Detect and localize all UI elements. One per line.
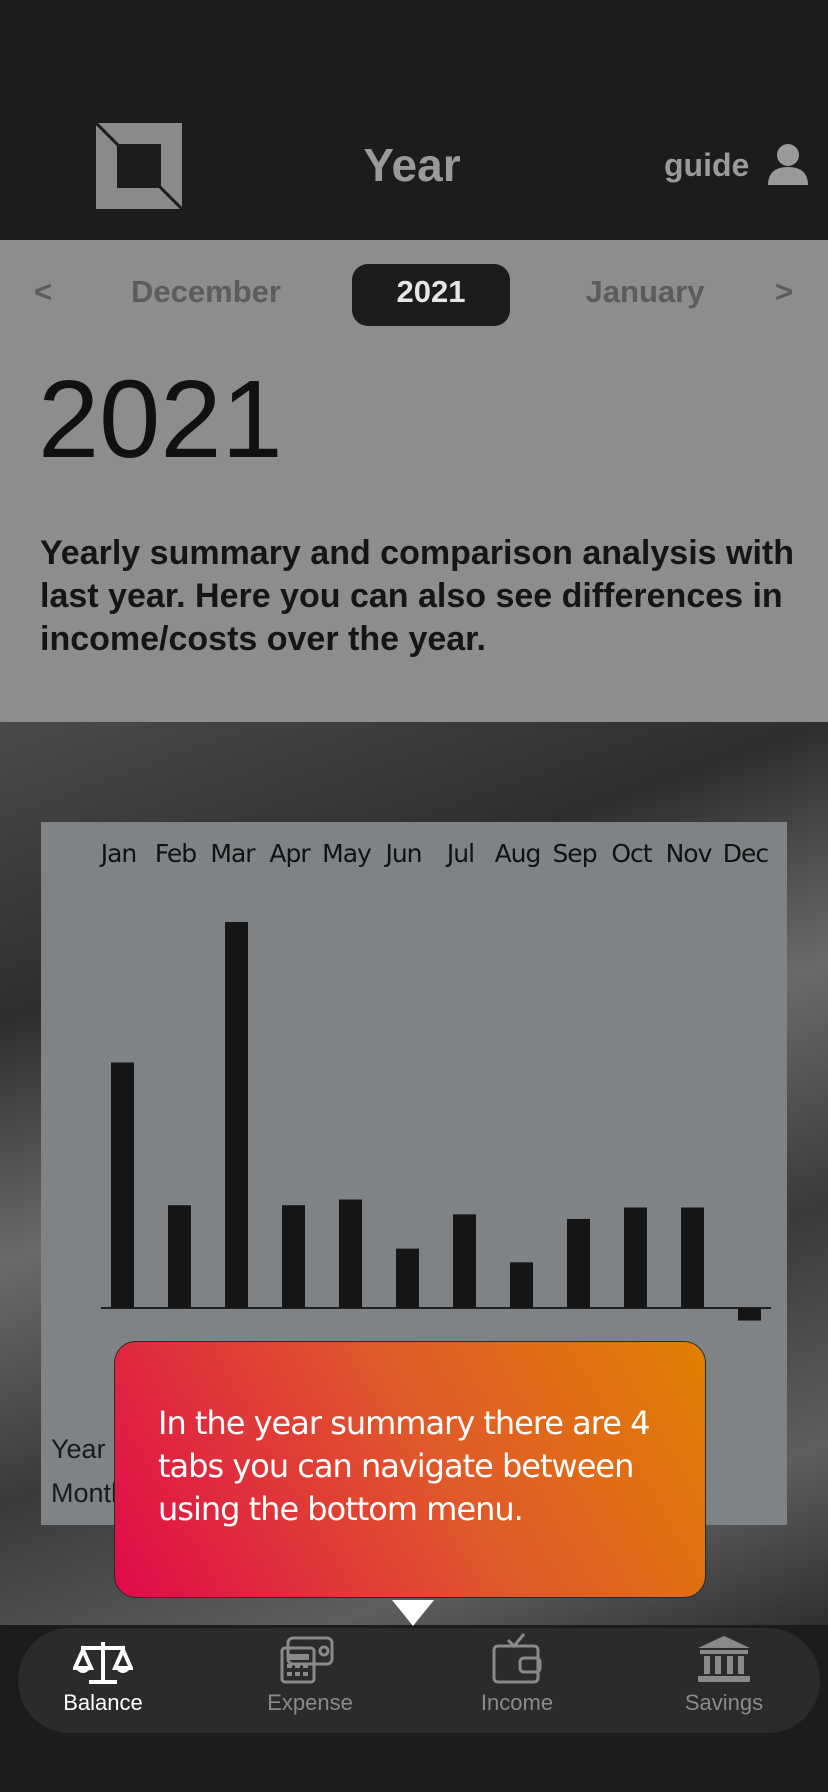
bar <box>282 1205 305 1308</box>
x-tick-label: May <box>322 839 372 868</box>
bar <box>738 1308 761 1321</box>
bar <box>339 1199 362 1308</box>
savings-icon[interactable] <box>696 1634 752 1684</box>
x-tick-label: Dec <box>723 839 769 868</box>
x-tick-label: Aug <box>495 839 541 868</box>
bar <box>111 1062 134 1308</box>
current-period[interactable]: 2021 <box>396 274 466 309</box>
bar <box>453 1214 476 1308</box>
logo <box>96 123 182 209</box>
page-title: Year <box>363 139 461 191</box>
x-tick-label: Feb <box>155 839 196 868</box>
description: Yearly summary and comparison analysis w… <box>40 534 794 658</box>
tab-label[interactable]: Balance <box>63 1690 143 1715</box>
tooltip-arrow <box>392 1600 434 1626</box>
prev-arrow[interactable]: < <box>33 274 53 309</box>
bar <box>510 1262 533 1308</box>
tab-bar <box>18 1628 820 1733</box>
x-tick-label: Jun <box>383 839 421 868</box>
tooltip-text: In the year summary there are 4 tabs you… <box>158 1404 650 1528</box>
x-tick-label: Apr <box>269 839 311 868</box>
tab-label[interactable]: Savings <box>684 1690 764 1715</box>
next-arrow[interactable]: > <box>774 274 794 309</box>
x-tick-label: Jul <box>445 839 474 868</box>
bar <box>396 1248 419 1308</box>
x-tick-label: Sep <box>552 839 596 868</box>
x-tick-label: Jan <box>99 839 137 868</box>
next-period[interactable]: January <box>585 274 705 309</box>
tab-label[interactable]: Expense <box>267 1690 353 1715</box>
bar <box>168 1205 191 1308</box>
tab-label[interactable]: Income <box>480 1690 554 1715</box>
bar <box>681 1207 704 1308</box>
balance-icon[interactable] <box>73 1636 133 1686</box>
tooltip <box>114 1341 706 1598</box>
user-icon[interactable] <box>766 143 810 185</box>
prev-period[interactable]: December <box>131 274 281 309</box>
bar <box>624 1207 647 1308</box>
x-tick-label: Oct <box>611 839 652 868</box>
bar <box>567 1218 590 1308</box>
x-tick-label: Nov <box>666 839 713 868</box>
income-icon[interactable] <box>490 1630 546 1686</box>
expense-icon[interactable] <box>278 1634 338 1684</box>
bar <box>225 922 248 1308</box>
guide-button[interactable]: guide <box>664 147 750 183</box>
year-heading: 2021 <box>38 358 283 481</box>
current-period-pill[interactable] <box>352 264 510 326</box>
x-tick-label: Mar <box>210 839 256 868</box>
